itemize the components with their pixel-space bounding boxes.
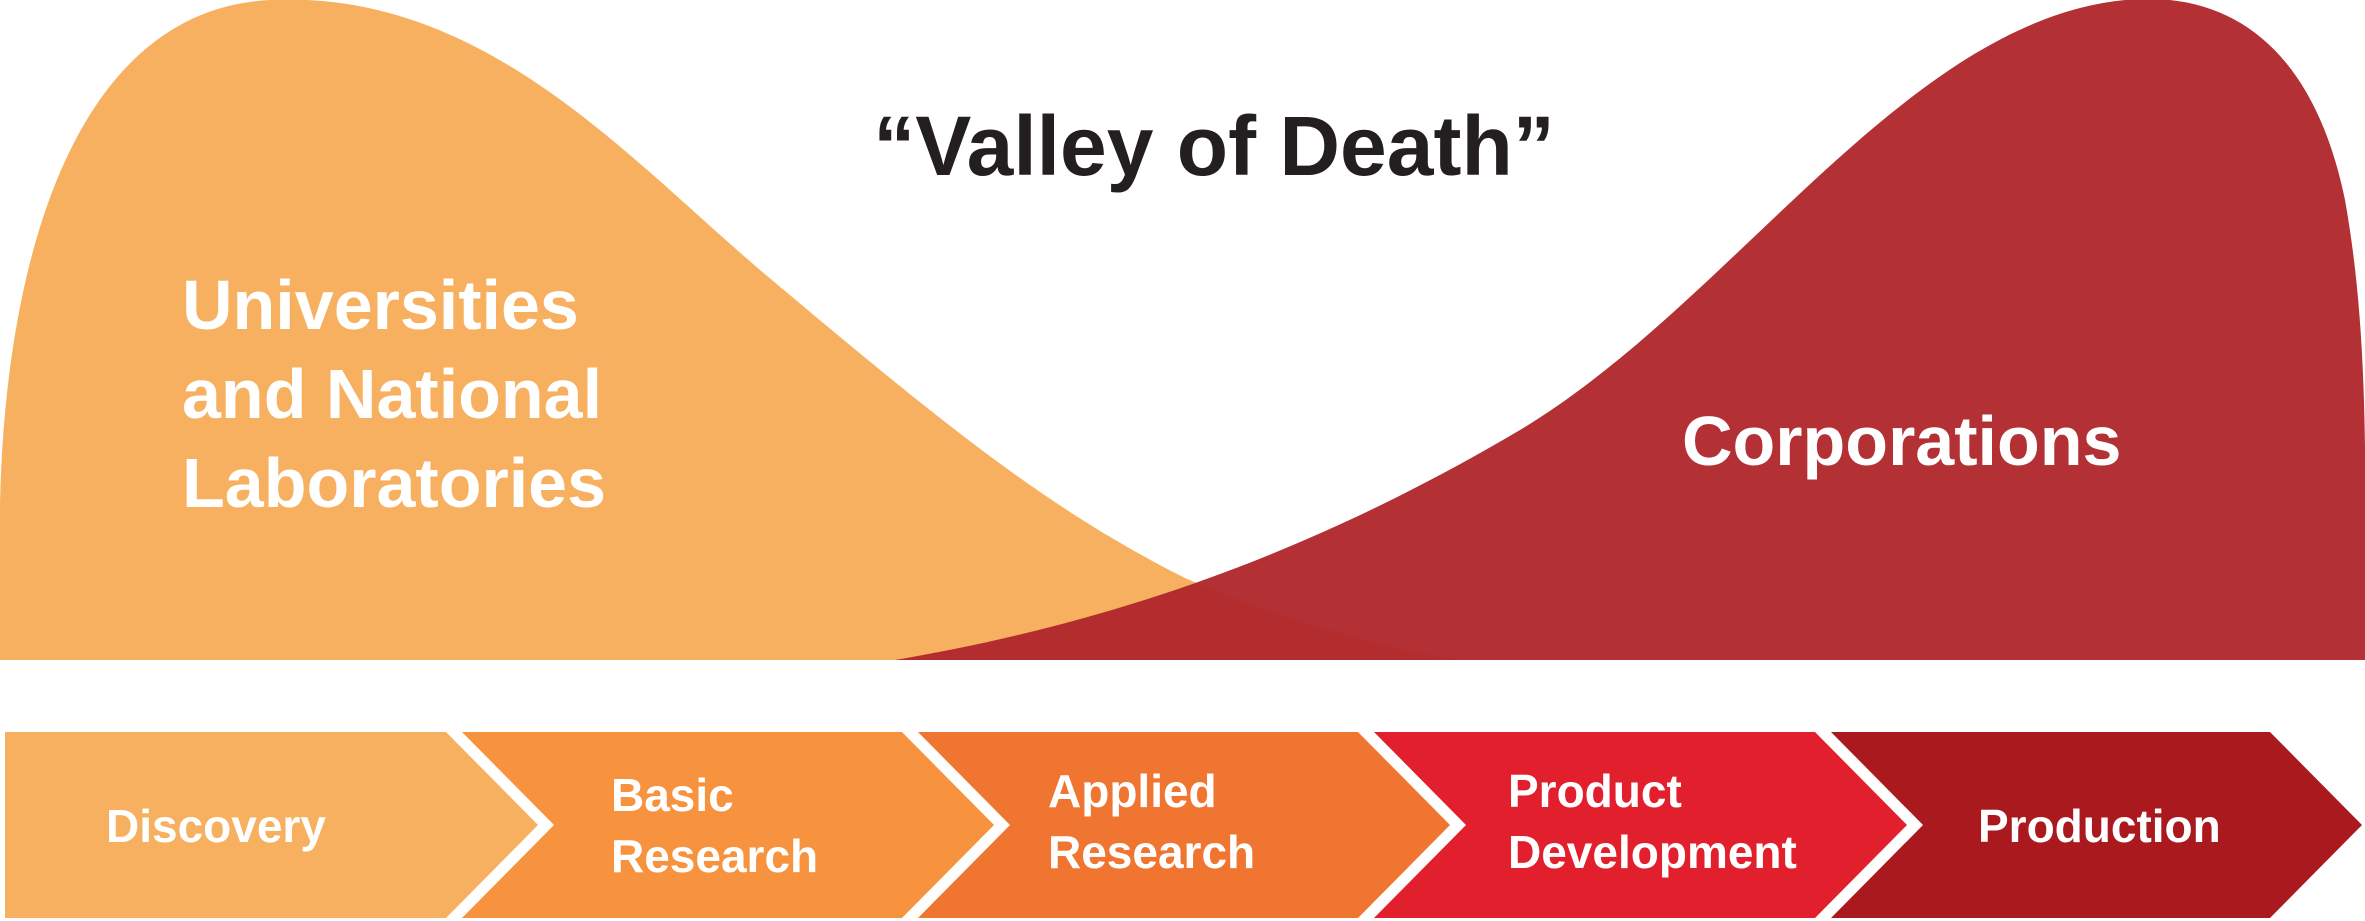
universities-label-line-1: Universities: [182, 266, 579, 344]
stage-applied-research-label: Applied Research: [1048, 765, 1255, 878]
stage-basic-research-arrow: [462, 732, 994, 918]
stage-applied-research-arrow: [918, 732, 1450, 918]
stage-applied-research-line-1: Applied: [1048, 765, 1217, 817]
stage-production-label: Production: [1978, 800, 2221, 852]
corporations-label: Corporations: [1682, 402, 2121, 480]
stage-applied-research-line-2: Research: [1048, 826, 1255, 878]
universities-label: Universities and National Laboratories: [182, 266, 622, 522]
stage-production-arrow: [1831, 732, 2362, 918]
corporations-curve: [895, 0, 2365, 660]
universities-label-line-3: Laboratories: [182, 444, 606, 522]
stage-basic-research-label: Basic Research: [611, 769, 818, 882]
stage-discovery-label: Discovery: [106, 800, 326, 852]
stage-basic-research-line-1: Basic: [611, 769, 734, 821]
stage-product-development-arrow: [1374, 732, 1907, 918]
stage-discovery-arrow: [5, 732, 538, 918]
diagram-title: “Valley of Death”: [873, 99, 1555, 193]
stage-product-development-line-2: Development: [1508, 826, 1797, 878]
stage-basic-research-line-2: Research: [611, 830, 818, 882]
stage-product-development-line-1: Product: [1508, 765, 1682, 817]
stage-product-development-label: Product Development: [1508, 765, 1797, 878]
universities-label-line-2: and National: [182, 355, 602, 433]
universities-curve: [0, 0, 1460, 660]
